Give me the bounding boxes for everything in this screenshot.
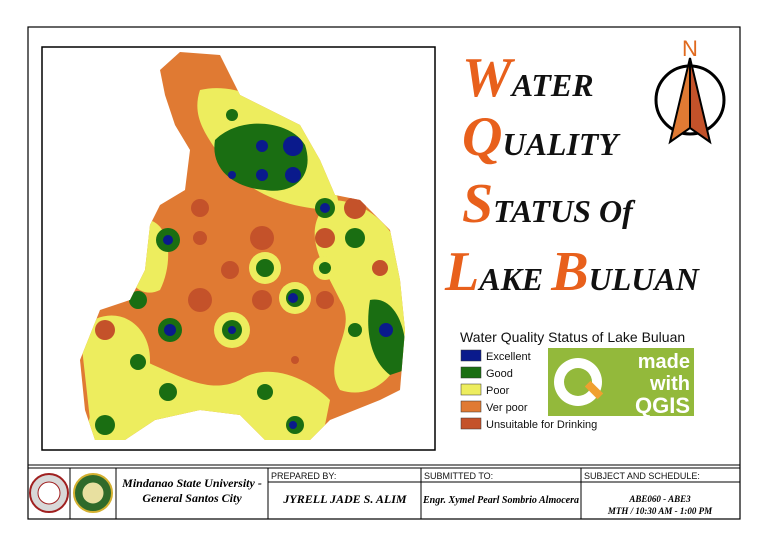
submitted-name: Engr. Xymel Pearl Sombrio Almocera (422, 495, 579, 506)
subject: ABE060 - ABE3 (628, 494, 691, 504)
north-arrow: N (654, 36, 726, 145)
legend-label: Excellent (486, 351, 531, 363)
title-rest: TATUS Of (493, 193, 636, 229)
legend-swatch (460, 366, 482, 379)
legend: Excellent Good Poor Ver poor Unsuitable for … (460, 349, 597, 431)
title-rest: ATER (510, 67, 594, 103)
institution-box: Mindanao State University - General Sant… (122, 476, 262, 505)
prepared-label: PREPARED BY: (271, 471, 336, 481)
submitted-label: SUBMITTED TO: (424, 471, 493, 481)
title-line: WATER (462, 47, 594, 109)
footer-labels: PREPARED BY: SUBMITTED TO: SUBJECT AND S… (271, 471, 700, 481)
legend-swatch (460, 349, 482, 362)
title-line: QUALITY (462, 106, 620, 168)
title-rest: UALITY (502, 126, 620, 162)
prepared-name: JYRELL JADE S. ALIM (282, 492, 406, 506)
legend-label: Poor (486, 385, 510, 397)
outer-frame (27, 26, 741, 520)
title-line: LAKE BULUAN (444, 241, 701, 303)
title-rest: AKE (477, 261, 543, 297)
north-label: N (682, 36, 698, 61)
qgis-badge: made with QGIS (548, 348, 694, 418)
title-initial: B (550, 241, 588, 303)
legend-title: Water Quality Status of Lake Buluan (460, 329, 685, 345)
legend-label: Unsuitable for Drinking (486, 419, 597, 431)
title-rest: ULUAN (589, 261, 701, 297)
legend-swatch (460, 383, 482, 396)
schedule: MTH / 10:30 AM - 1:00 PM (607, 506, 713, 516)
footer (28, 467, 740, 519)
title-initial: S (462, 173, 493, 235)
legend-swatch (460, 417, 482, 430)
legend-label: Good (486, 368, 513, 380)
badge-text: made (638, 351, 690, 373)
footer-text: Mindanao State University - General Sant… (122, 476, 713, 516)
legend-label: Ver poor (486, 402, 528, 414)
title-initial: W (462, 47, 516, 109)
title-initial: L (444, 241, 479, 303)
legend-swatch (460, 400, 482, 413)
title-line: STATUS Of (462, 173, 636, 235)
subject-label: SUBJECT AND SCHEDULE: (584, 471, 700, 481)
title-space (543, 261, 551, 297)
title-initial: Q (462, 106, 502, 168)
badge-text: with (649, 373, 690, 395)
badge-text: QGIS (635, 393, 690, 418)
institution: Mindanao State University - General Sant… (122, 476, 262, 505)
